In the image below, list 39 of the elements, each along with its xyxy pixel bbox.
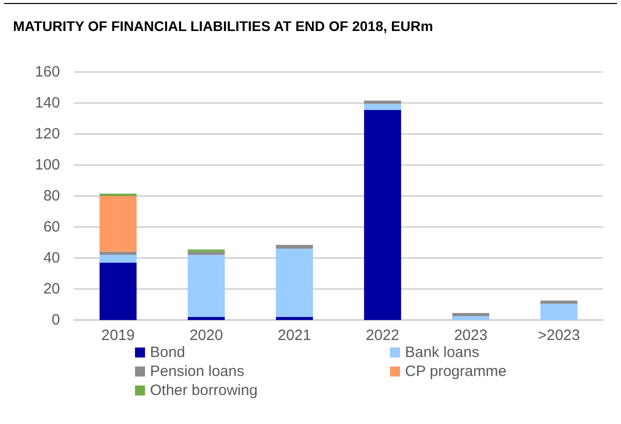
y-tick-label: 100 xyxy=(34,156,60,174)
bar xyxy=(276,248,313,317)
x-tick-label: 2020 xyxy=(190,327,223,344)
y-tick-label: 40 xyxy=(43,250,60,266)
y-tick-label: 0 xyxy=(52,312,60,328)
bar xyxy=(364,104,402,110)
y-tick-label: 60 xyxy=(43,218,60,236)
x-tick-label: 2022 xyxy=(366,327,400,344)
legend-label: Bond xyxy=(150,344,186,361)
bar xyxy=(540,304,578,320)
chart-title: MATURITY OF FINANCIAL LIABILITIES AT END OF 2018, EURm xyxy=(13,18,434,34)
bar xyxy=(364,110,402,320)
bar xyxy=(276,244,313,249)
bar xyxy=(100,262,137,320)
bar xyxy=(188,316,225,320)
legend-label: Pension loans xyxy=(150,363,244,380)
y-tick-label: 160 xyxy=(34,64,60,80)
legend-label: CP programme xyxy=(405,363,506,380)
bar xyxy=(188,252,225,255)
bar xyxy=(452,316,490,320)
bar xyxy=(364,100,402,104)
bar xyxy=(188,254,225,317)
y-tick-label: 120 xyxy=(34,126,60,142)
y-tick-label: 140 xyxy=(34,94,60,112)
legend-label: Other borrowing xyxy=(150,382,258,399)
x-tick-label: 2021 xyxy=(278,327,312,344)
bar xyxy=(100,196,137,252)
bar xyxy=(276,316,313,320)
bar xyxy=(452,313,490,316)
bar xyxy=(100,252,137,255)
y-tick-label: 80 xyxy=(43,188,60,204)
x-tick-label: >2023 xyxy=(538,327,580,344)
x-tick-label: 2023 xyxy=(454,327,488,344)
y-tick-label: 20 xyxy=(43,280,60,298)
bar xyxy=(100,254,137,263)
bar xyxy=(188,249,225,252)
legend-label: Bank loans xyxy=(405,344,480,361)
bar xyxy=(540,300,578,304)
x-tick-label: 2019 xyxy=(101,327,135,344)
